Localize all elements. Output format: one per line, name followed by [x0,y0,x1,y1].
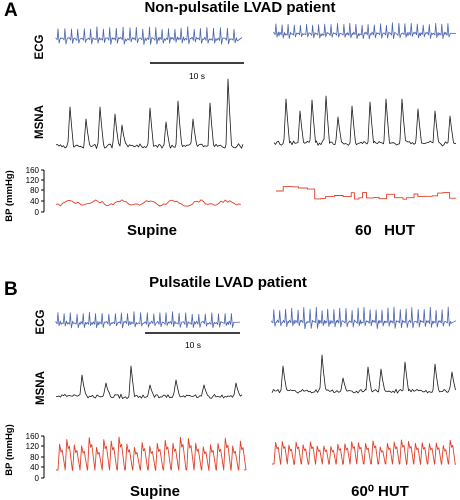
panel-b-msna-label: MSNA [35,371,47,405]
panel-b-hut-bp-trace [272,439,457,465]
panel-a-hut-msna-trace [273,95,457,147]
panel-b-scale-bar-label: 10 s [185,340,201,350]
panel-a-hut-bp-trace [276,186,457,200]
panel-a-bp-tick: 80 [30,186,39,195]
panel-b-hut-ecg-trace [271,306,457,330]
panel-b-hut-label: 60⁰ HUT [351,483,409,500]
panel-b-ecg-label: ECG [35,309,47,334]
panel-a-bp-tick: 0 [35,208,40,217]
panel-a-supine-bp-trace [55,199,241,207]
panel-a-supine-ecg-trace [55,26,243,45]
panel-b-supine-label: Supine [130,483,180,500]
panel-b-supine-bp-trace [56,436,247,471]
panel-a-hut-ecg-trace [273,22,457,40]
panel-b-hut-msna-trace [271,354,456,394]
panel-a-bp-tick: 120 [26,176,40,185]
panel-b-bp-tick: 0 [35,474,40,483]
panel-b-bp-tick: 160 [26,432,40,441]
panel-a-bp-tick: 40 [30,197,39,206]
panel-a-ecg-label: ECG [34,34,46,59]
panel-b-title: Pulsatile LVAD patient [149,274,307,291]
panel-a-scale-bar-label: 10 s [189,71,205,81]
panel-a-bp-axis: 160 120 80 40 0 [26,166,45,217]
panel-b-bp-axis: 160 120 80 40 0 [26,432,45,483]
panel-a-hut-label: 60 HUT [355,222,415,239]
panel-b-bp-tick: 120 [26,442,40,451]
panel-a-bp-tick: 160 [26,166,40,175]
panel-a-msna-label: MSNA [34,105,46,139]
panel-a-supine-label: Supine [127,222,177,239]
panel-b-bp-tick: 40 [30,463,39,472]
panel-b-bp-label: BP (mmHg) [4,424,15,476]
panel-a-supine-msna-trace [55,78,244,149]
panel-b-letter: B [4,279,18,300]
panel-b-supine-ecg-trace [55,311,241,329]
panel-b-bp-tick: 80 [30,453,39,462]
panel-b-supine-msna-trace [56,365,243,399]
panel-a-bp-label: BP (mmHg) [4,170,15,222]
panel-a-title: Non-pulsatile LVAD patient [144,0,335,16]
panel-a-letter: A [4,0,18,21]
